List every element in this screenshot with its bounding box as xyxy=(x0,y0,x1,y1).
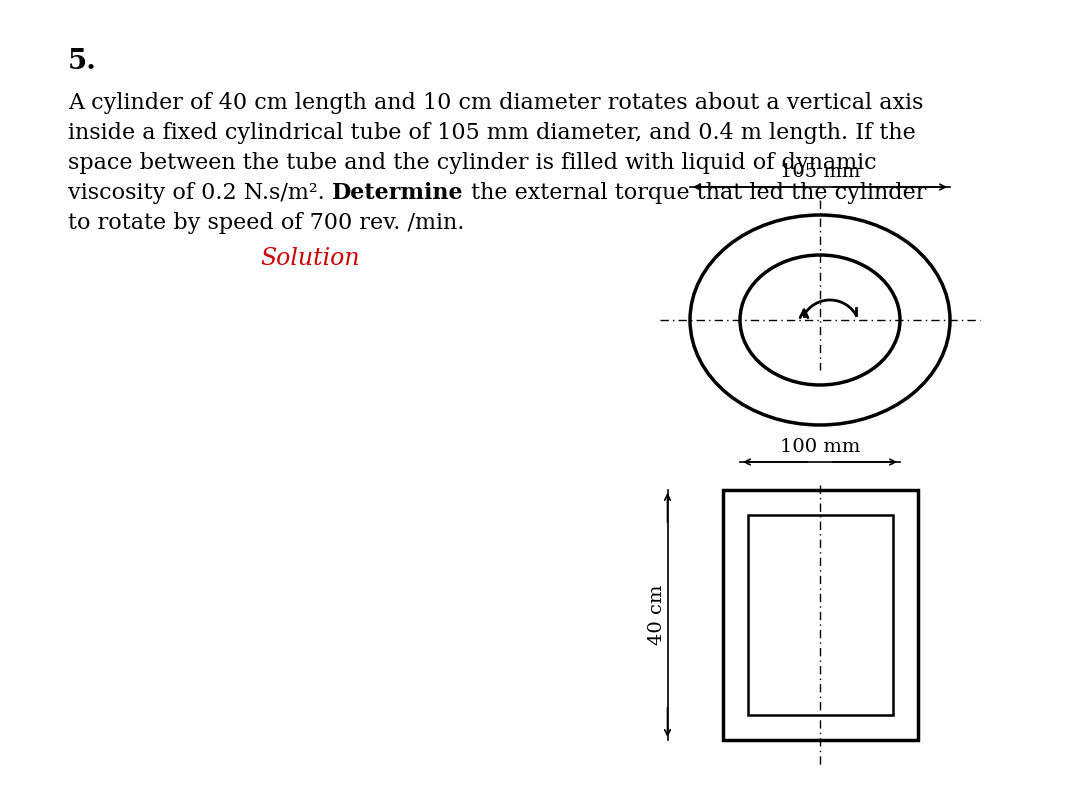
Text: viscosity of 0.2 N.s/m².: viscosity of 0.2 N.s/m². xyxy=(68,182,332,204)
Text: space between the tube and the cylinder is filled with liquid of dynamic: space between the tube and the cylinder … xyxy=(68,152,877,174)
Text: 40 cm: 40 cm xyxy=(648,585,666,646)
Text: Solution: Solution xyxy=(260,247,360,270)
Text: 105 mm: 105 mm xyxy=(780,163,860,181)
Text: the external torque that led the cylinder: the external torque that led the cylinde… xyxy=(463,182,926,204)
Text: inside a fixed cylindrical tube of 105 mm diameter, and 0.4 m length. If the: inside a fixed cylindrical tube of 105 m… xyxy=(68,122,916,144)
Text: A cylinder of 40 cm length and 10 cm diameter rotates about a vertical axis: A cylinder of 40 cm length and 10 cm dia… xyxy=(68,92,923,114)
Text: 5.: 5. xyxy=(68,48,97,75)
Text: 100 mm: 100 mm xyxy=(780,438,860,456)
Text: Determine: Determine xyxy=(332,182,463,204)
Bar xyxy=(723,490,918,740)
Text: to rotate by speed of 700 rev. /min.: to rotate by speed of 700 rev. /min. xyxy=(68,212,464,234)
Bar xyxy=(747,515,892,715)
